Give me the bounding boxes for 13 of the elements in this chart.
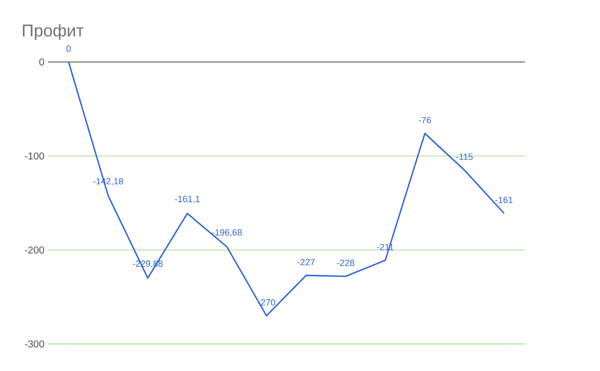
data-label: -76 [418,116,431,124]
chart-title: Профит [22,24,84,40]
y-tick-label: 0 [39,58,44,66]
data-label: -161,1 [174,196,200,204]
data-label: -161 [495,196,513,204]
y-tick-label: -200 [24,246,44,254]
data-label: -227 [298,258,315,266]
data-label: -115 [456,154,473,160]
y-tick-label: -300 [24,340,44,348]
y-tick-label: -100 [24,152,44,160]
data-label: -196,68 [212,229,242,237]
data-label: 0 [66,45,71,52]
data-label: -228 [337,260,354,266]
